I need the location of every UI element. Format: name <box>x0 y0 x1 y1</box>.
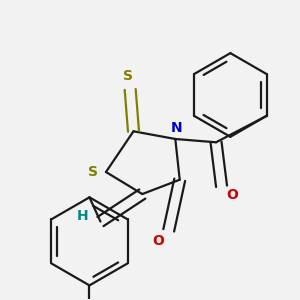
Text: N: N <box>171 121 182 135</box>
Text: S: S <box>123 69 133 83</box>
Text: H: H <box>77 209 89 223</box>
Text: O: O <box>152 234 164 248</box>
Text: O: O <box>226 188 238 202</box>
Text: S: S <box>88 165 98 179</box>
